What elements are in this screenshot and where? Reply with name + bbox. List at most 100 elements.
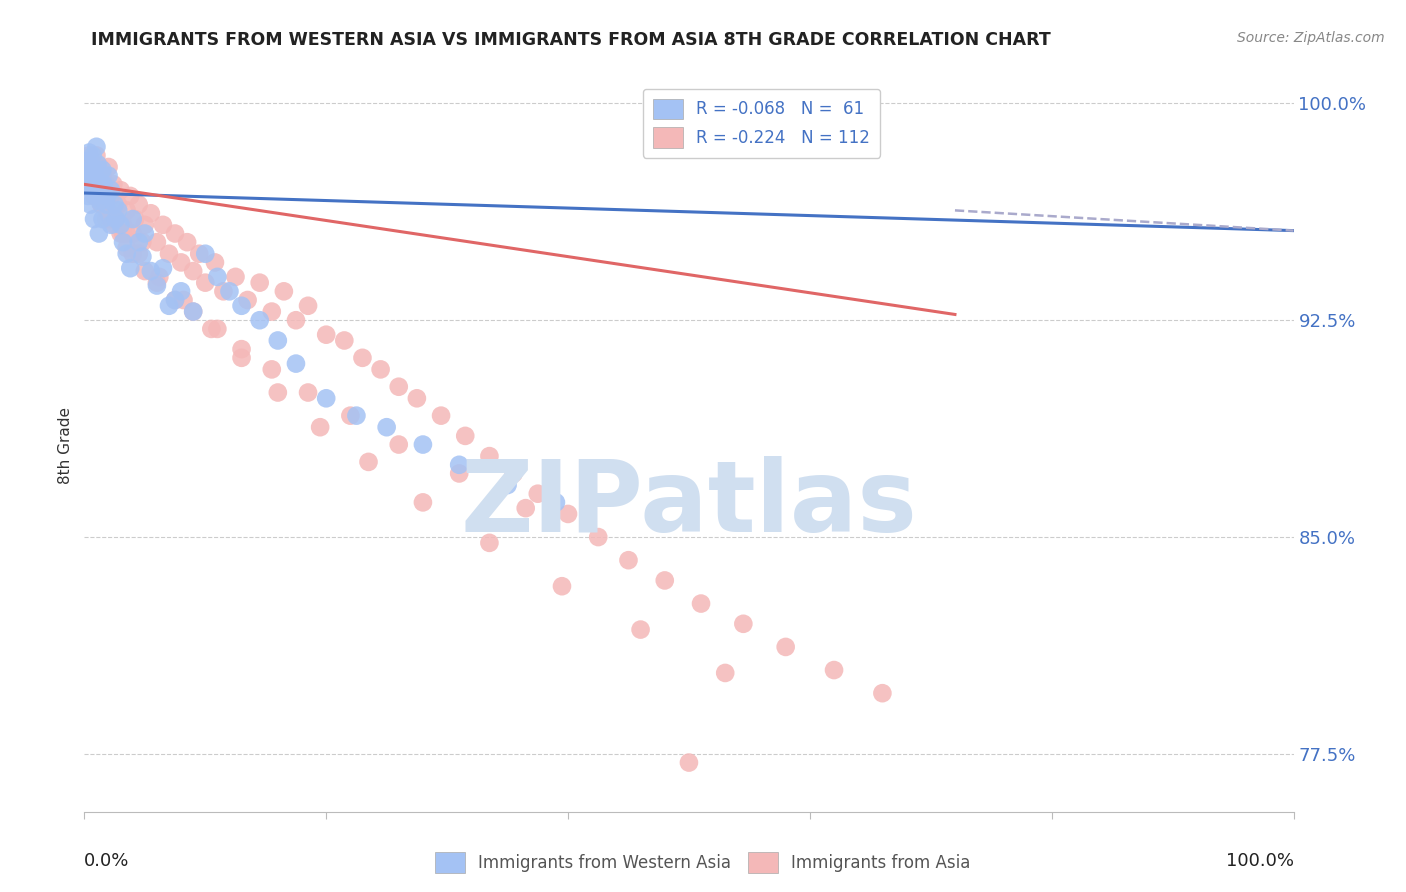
Point <box>96 189 118 203</box>
Point <box>97 169 120 183</box>
Point <box>139 206 162 220</box>
Point <box>86 189 108 203</box>
Point <box>678 756 700 770</box>
Point <box>77 178 100 192</box>
Point <box>121 246 143 260</box>
Point <box>181 264 204 278</box>
Point <box>77 148 100 162</box>
Point <box>97 160 120 174</box>
Point <box>100 183 122 197</box>
Point <box>87 174 110 188</box>
Point <box>654 574 676 588</box>
Point <box>128 246 150 260</box>
Point <box>388 380 411 394</box>
Point <box>104 212 127 227</box>
Point <box>100 218 122 232</box>
Point <box>131 250 153 264</box>
Point <box>121 212 143 227</box>
Point <box>412 437 434 451</box>
Point <box>80 160 103 174</box>
Point <box>315 392 337 406</box>
Point <box>157 299 180 313</box>
Y-axis label: 8th Grade: 8th Grade <box>58 408 73 484</box>
Point <box>112 218 135 232</box>
Point <box>146 278 169 293</box>
Point <box>297 299 319 313</box>
Point <box>176 235 198 250</box>
Point <box>249 276 271 290</box>
Point <box>107 203 129 218</box>
Point <box>89 194 111 209</box>
Point <box>87 183 110 197</box>
Point <box>110 227 132 241</box>
Point <box>94 197 117 211</box>
Point <box>204 255 226 269</box>
Point <box>231 299 253 313</box>
Point <box>131 235 153 250</box>
Point <box>115 203 138 218</box>
Point <box>77 189 100 203</box>
Text: IMMIGRANTS FROM WESTERN ASIA VS IMMIGRANTS FROM ASIA 8TH GRADE CORRELATION CHART: IMMIGRANTS FROM WESTERN ASIA VS IMMIGRAN… <box>91 31 1052 49</box>
Point <box>775 640 797 654</box>
Point <box>80 183 103 197</box>
Point <box>690 597 713 611</box>
Point <box>112 227 135 241</box>
Point <box>86 169 108 183</box>
Point <box>207 269 229 284</box>
Point <box>630 623 652 637</box>
Point <box>173 293 195 307</box>
Point <box>121 227 143 241</box>
Point <box>375 420 398 434</box>
Point <box>502 467 524 481</box>
Point <box>617 553 640 567</box>
Point <box>225 269 247 284</box>
Point <box>352 351 374 365</box>
Point <box>181 304 204 318</box>
Text: Source: ZipAtlas.com: Source: ZipAtlas.com <box>1237 31 1385 45</box>
Point <box>110 183 132 197</box>
Point <box>82 183 104 197</box>
Point <box>212 285 235 299</box>
Point <box>273 285 295 299</box>
Point <box>157 246 180 260</box>
Point <box>94 212 117 227</box>
Point <box>128 197 150 211</box>
Point <box>83 189 105 203</box>
Point <box>115 246 138 260</box>
Point <box>115 227 138 241</box>
Point <box>97 206 120 220</box>
Point <box>93 189 115 203</box>
Point <box>77 169 100 183</box>
Point <box>714 665 737 680</box>
Point <box>194 246 217 260</box>
Point <box>87 227 110 241</box>
Point <box>96 203 118 218</box>
Point <box>449 467 471 481</box>
Point <box>333 334 356 348</box>
Point <box>588 530 610 544</box>
Point <box>86 189 108 203</box>
Point <box>91 162 114 177</box>
Point <box>200 322 222 336</box>
Point <box>90 197 112 211</box>
Point <box>148 269 170 284</box>
Point <box>128 235 150 250</box>
Point <box>94 178 117 192</box>
Point <box>478 449 501 463</box>
Point <box>496 478 519 492</box>
Point <box>527 486 550 500</box>
Point <box>84 171 107 186</box>
Point <box>449 458 471 472</box>
Point <box>515 501 537 516</box>
Point <box>93 178 115 192</box>
Point <box>170 285 193 299</box>
Point <box>139 264 162 278</box>
Point <box>91 212 114 227</box>
Point <box>120 261 142 276</box>
Point <box>83 212 105 227</box>
Point <box>267 385 290 400</box>
Point <box>86 148 108 162</box>
Point <box>90 183 112 197</box>
Point <box>120 189 142 203</box>
Point <box>89 160 111 174</box>
